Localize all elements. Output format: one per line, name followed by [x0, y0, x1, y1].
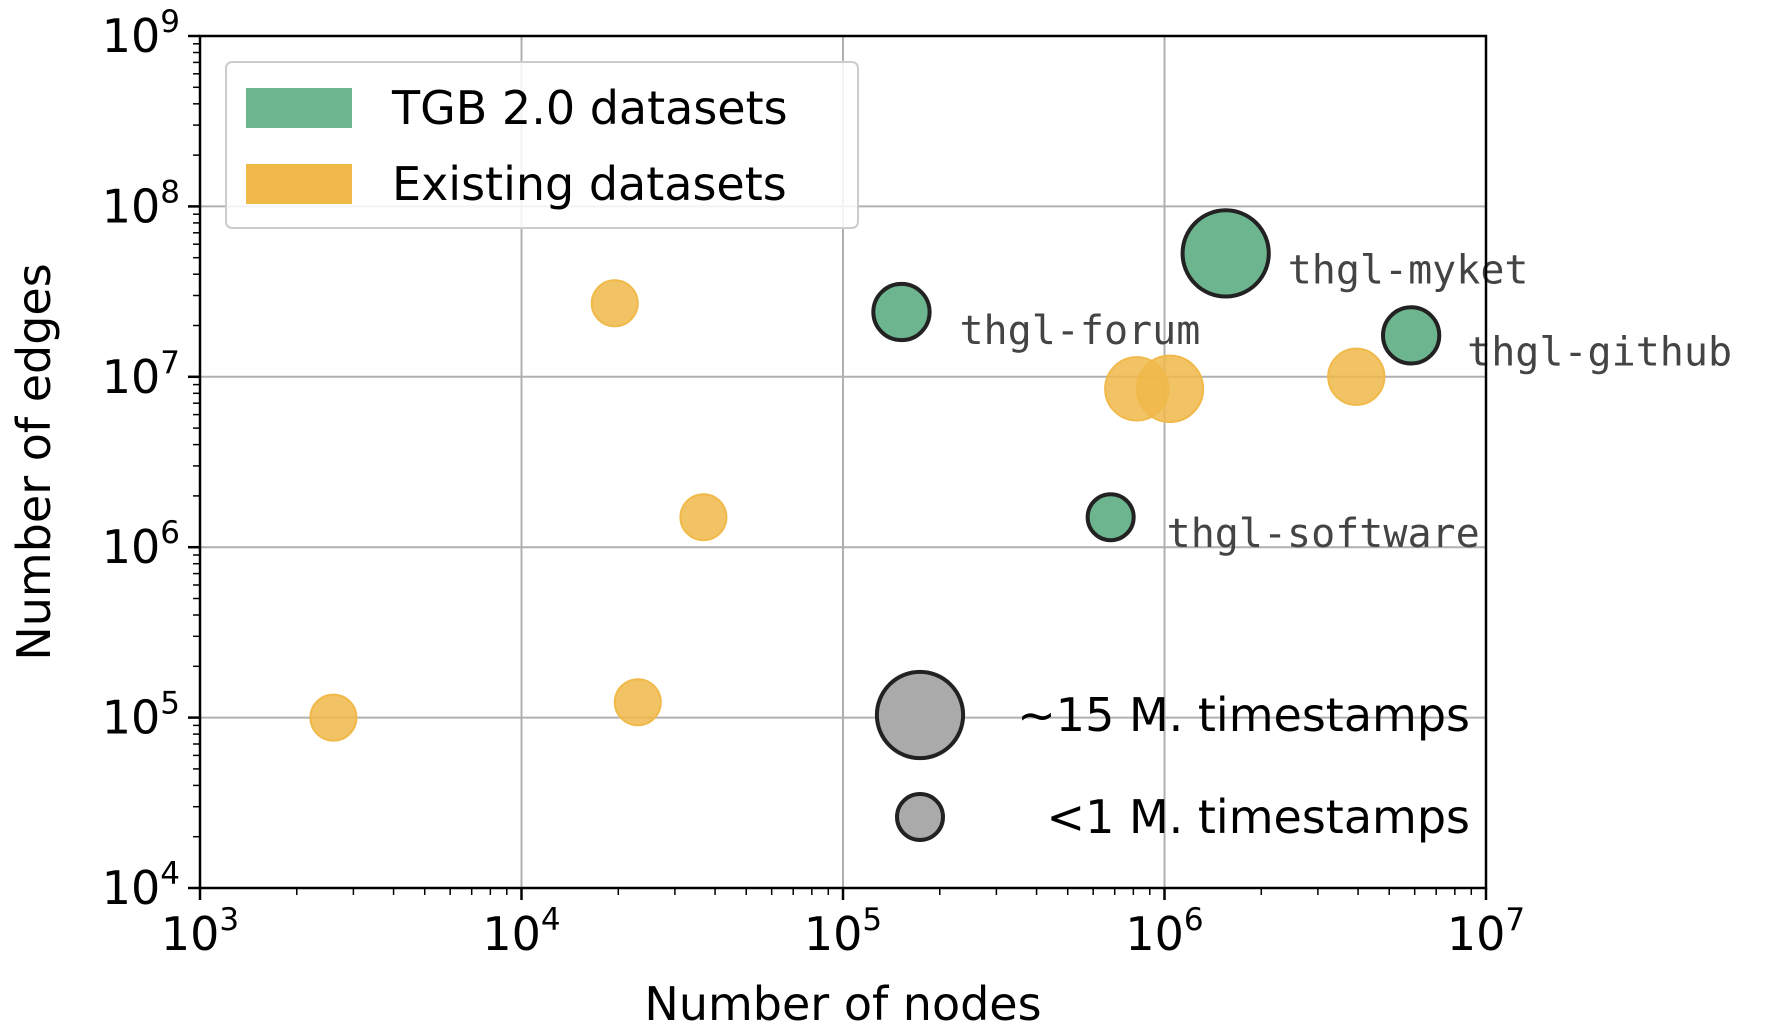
- legend-label: TGB 2.0 datasets: [391, 81, 788, 135]
- x-tick-label: 106: [1125, 902, 1203, 961]
- legend: TGB 2.0 datasets Existing datasets: [225, 61, 859, 229]
- y-tick-label: 109: [102, 4, 180, 63]
- existing-point: [309, 693, 358, 742]
- legend-box: [225, 61, 859, 229]
- x-tick-label: 107: [1447, 902, 1525, 961]
- tgb-point: [1381, 305, 1442, 366]
- existing-point: [1327, 347, 1386, 406]
- size-legend-marker: [895, 792, 945, 842]
- x-axis-label: Number of nodes: [644, 977, 1041, 1031]
- y-tick-label: 105: [102, 686, 180, 745]
- size-legend-label: ~15 M. timestamps: [1017, 688, 1470, 742]
- point-labels: thgl-forum thgl-myket thgl-github thgl-soft…: [959, 247, 1732, 557]
- size-legend-label: <1 M. timestamps: [1047, 790, 1470, 844]
- y-tick-label: 108: [102, 174, 180, 233]
- point-label-thgl-forum: thgl-forum: [959, 308, 1200, 354]
- y-tick-label: 104: [102, 856, 180, 915]
- size-legend: ~15 M. timestamps <1 M. timestamps: [874, 669, 1470, 844]
- legend-swatch: [246, 88, 352, 128]
- y-tick-label: 107: [102, 345, 180, 404]
- x-tick-label: 103: [161, 902, 239, 961]
- legend-label: Existing datasets: [392, 157, 787, 211]
- point-label-thgl-software: thgl-software: [1167, 511, 1480, 557]
- existing-point: [1135, 354, 1205, 423]
- x-tick-label: 104: [482, 902, 560, 961]
- existing-point: [679, 493, 728, 542]
- size-legend-marker: [874, 669, 966, 761]
- y-tick-label: 106: [102, 515, 180, 574]
- x-tick-label: 105: [804, 902, 882, 961]
- tgb-point: [1180, 208, 1271, 299]
- point-label-thgl-github: thgl-github: [1467, 329, 1732, 375]
- tgb-point: [871, 281, 932, 343]
- point-label-thgl-myket: thgl-myket: [1288, 247, 1529, 293]
- legend-swatch: [246, 164, 352, 204]
- tgb-point: [1085, 492, 1136, 543]
- existing-point: [613, 678, 662, 727]
- data-points: [309, 208, 1442, 742]
- existing-point: [590, 279, 639, 328]
- y-axis-label: Number of edges: [7, 263, 61, 660]
